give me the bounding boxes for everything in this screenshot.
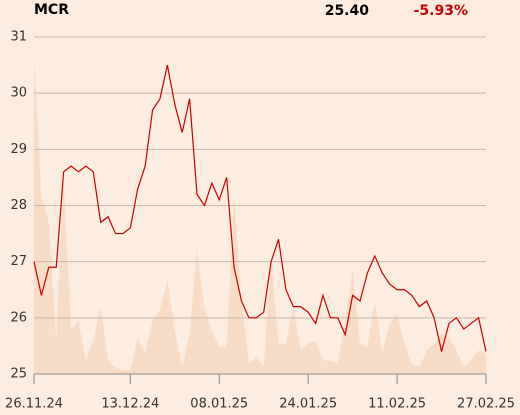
x-tick-label: 13.12.24 <box>101 397 159 412</box>
price-line <box>33 64 487 352</box>
y-tick-label: 26 <box>10 310 27 325</box>
y-tick-label: 28 <box>10 198 27 213</box>
x-tick-label: 27.02.25 <box>457 397 515 412</box>
y-tick-label: 27 <box>10 254 27 269</box>
y-tick-label: 29 <box>10 142 27 157</box>
x-tick-label: 08.01.25 <box>190 397 248 412</box>
symbol: MCR <box>34 2 69 18</box>
y-tick-label: 31 <box>10 30 27 45</box>
volume-area <box>34 57 486 374</box>
change: -5.93% <box>414 3 468 19</box>
x-tick-label: 11.02.25 <box>368 397 426 412</box>
x-tick-label: 26.11.24 <box>5 397 63 412</box>
x-tick-label: 24.01.25 <box>279 397 337 412</box>
price: 25.40 <box>325 3 370 19</box>
y-tick-label: 25 <box>10 367 27 382</box>
y-tick-label: 30 <box>10 86 27 101</box>
